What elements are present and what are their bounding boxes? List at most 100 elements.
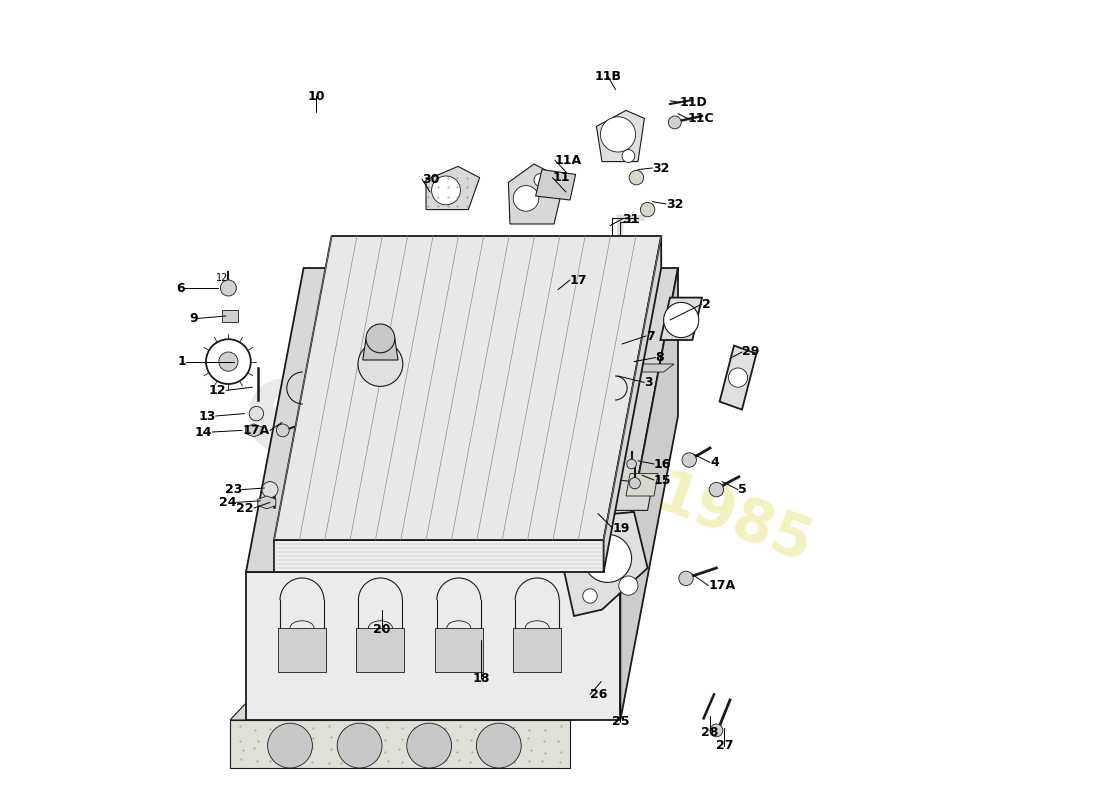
- Polygon shape: [246, 268, 678, 572]
- Circle shape: [407, 723, 452, 768]
- Circle shape: [206, 339, 251, 384]
- Polygon shape: [278, 628, 326, 672]
- Circle shape: [276, 424, 289, 437]
- Polygon shape: [508, 164, 564, 224]
- Text: 24: 24: [219, 496, 236, 509]
- Polygon shape: [614, 480, 652, 510]
- Circle shape: [338, 723, 382, 768]
- Circle shape: [621, 150, 635, 162]
- Polygon shape: [230, 674, 614, 720]
- Polygon shape: [222, 310, 238, 322]
- Polygon shape: [257, 496, 276, 509]
- Text: 17A: 17A: [243, 424, 270, 437]
- Circle shape: [584, 534, 631, 582]
- Polygon shape: [363, 338, 398, 360]
- Polygon shape: [719, 346, 757, 410]
- Polygon shape: [536, 170, 575, 200]
- Text: 3: 3: [645, 376, 653, 389]
- Polygon shape: [230, 720, 570, 768]
- Circle shape: [640, 202, 654, 217]
- Text: 27: 27: [716, 739, 733, 752]
- Text: 2: 2: [702, 298, 711, 310]
- Text: 17: 17: [570, 274, 587, 286]
- Polygon shape: [426, 166, 480, 210]
- Circle shape: [710, 724, 723, 737]
- Text: 1: 1: [177, 355, 186, 368]
- Text: 14: 14: [195, 426, 212, 438]
- Text: 1985: 1985: [648, 466, 821, 574]
- Circle shape: [619, 576, 638, 595]
- Polygon shape: [596, 110, 645, 162]
- Polygon shape: [619, 359, 632, 370]
- Polygon shape: [604, 236, 661, 572]
- Circle shape: [627, 459, 637, 469]
- Circle shape: [476, 723, 521, 768]
- Polygon shape: [274, 236, 661, 540]
- Circle shape: [710, 482, 724, 497]
- Text: 4: 4: [710, 456, 718, 469]
- Text: 15: 15: [654, 474, 671, 486]
- Text: 11: 11: [552, 171, 570, 184]
- Text: 16: 16: [654, 458, 671, 470]
- Text: a part: a part: [260, 461, 376, 499]
- Text: 28: 28: [702, 726, 718, 738]
- Text: 29: 29: [742, 346, 759, 358]
- Text: 11A: 11A: [554, 154, 582, 166]
- Polygon shape: [660, 298, 702, 340]
- Circle shape: [514, 186, 539, 211]
- Text: 22: 22: [236, 502, 254, 514]
- Polygon shape: [274, 540, 604, 572]
- Text: 20: 20: [373, 623, 390, 636]
- Circle shape: [629, 478, 640, 489]
- Circle shape: [267, 723, 312, 768]
- Text: 5: 5: [738, 483, 747, 496]
- Text: 8: 8: [656, 351, 664, 364]
- Circle shape: [366, 324, 395, 353]
- Text: 7: 7: [646, 330, 654, 342]
- Circle shape: [728, 368, 748, 387]
- Polygon shape: [245, 424, 262, 437]
- Circle shape: [583, 589, 597, 603]
- Text: 9: 9: [189, 312, 198, 325]
- Text: 12: 12: [216, 274, 228, 283]
- Text: 26: 26: [590, 688, 607, 701]
- Circle shape: [219, 352, 238, 371]
- Text: 25: 25: [612, 715, 629, 728]
- Text: 18: 18: [473, 672, 490, 685]
- Polygon shape: [514, 628, 561, 672]
- Polygon shape: [626, 474, 658, 496]
- Text: 13: 13: [198, 410, 216, 422]
- Text: 30: 30: [422, 173, 439, 186]
- Text: 6: 6: [176, 282, 185, 294]
- Circle shape: [358, 342, 403, 386]
- Circle shape: [262, 482, 278, 498]
- Text: 12: 12: [209, 384, 226, 397]
- Text: 17A: 17A: [708, 579, 736, 592]
- Text: 11C: 11C: [688, 112, 714, 125]
- Circle shape: [669, 116, 681, 129]
- Circle shape: [682, 453, 696, 467]
- Polygon shape: [630, 364, 674, 372]
- Circle shape: [250, 406, 264, 421]
- Circle shape: [220, 280, 236, 296]
- Text: 32: 32: [652, 162, 670, 174]
- Text: 10: 10: [308, 90, 326, 102]
- Circle shape: [601, 117, 636, 152]
- Text: 32: 32: [666, 198, 683, 210]
- Circle shape: [663, 302, 698, 338]
- Polygon shape: [620, 268, 678, 720]
- Circle shape: [431, 176, 461, 205]
- Polygon shape: [562, 512, 648, 616]
- Circle shape: [612, 334, 628, 350]
- Circle shape: [629, 170, 644, 185]
- Text: 11D: 11D: [680, 96, 707, 109]
- Polygon shape: [434, 628, 483, 672]
- Circle shape: [679, 571, 693, 586]
- Polygon shape: [246, 572, 620, 720]
- Polygon shape: [356, 628, 405, 672]
- Circle shape: [534, 174, 547, 186]
- Text: 19: 19: [613, 522, 630, 534]
- Text: 11B: 11B: [594, 70, 621, 82]
- Text: 23: 23: [224, 483, 242, 496]
- Text: eu: eu: [242, 353, 426, 479]
